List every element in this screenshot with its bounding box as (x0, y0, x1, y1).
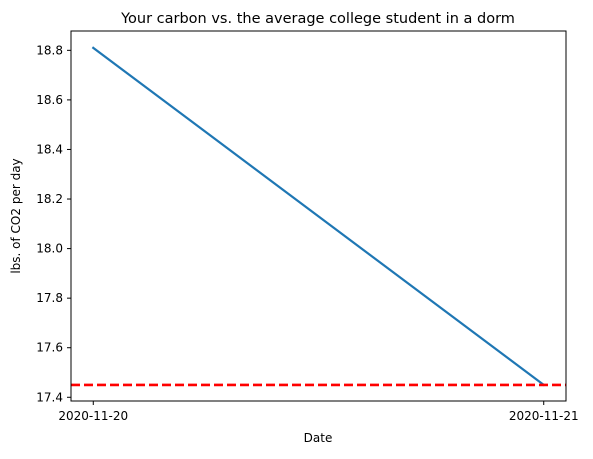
y-tick-label: 18.4 (36, 142, 63, 156)
x-tick-label: 2020-11-20 (58, 409, 128, 423)
y-tick-label: 18.2 (36, 192, 63, 206)
chart-title: Your carbon vs. the average college stud… (120, 11, 515, 27)
plot-frame (70, 30, 567, 402)
x-axis-ticks: 2020-11-20 2020-11-21 (58, 401, 579, 423)
y-axis-label: lbs. of CO2 per day (9, 158, 23, 273)
series-layer (91, 46, 546, 387)
series-line-0 (91, 46, 546, 387)
y-tick-label: 18.8 (36, 43, 63, 57)
y-tick-label: 18.0 (36, 242, 63, 256)
x-axis-label: Date (304, 431, 333, 445)
y-tick-label: 18.6 (36, 93, 63, 107)
y-axis-ticks: 17.4 17.6 17.8 18.0 18.2 18.4 18.6 18.8 (36, 43, 71, 404)
y-tick-label: 17.8 (36, 291, 63, 305)
x-tick-label: 2020-11-21 (509, 409, 579, 423)
y-tick-label: 17.6 (36, 341, 63, 355)
y-tick-label: 17.4 (36, 390, 63, 404)
